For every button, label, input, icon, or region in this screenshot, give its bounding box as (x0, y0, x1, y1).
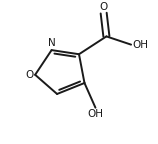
Text: N: N (48, 38, 55, 48)
Text: O: O (26, 70, 34, 80)
Text: OH: OH (87, 109, 103, 119)
Text: O: O (100, 2, 108, 12)
Text: OH: OH (132, 40, 149, 50)
